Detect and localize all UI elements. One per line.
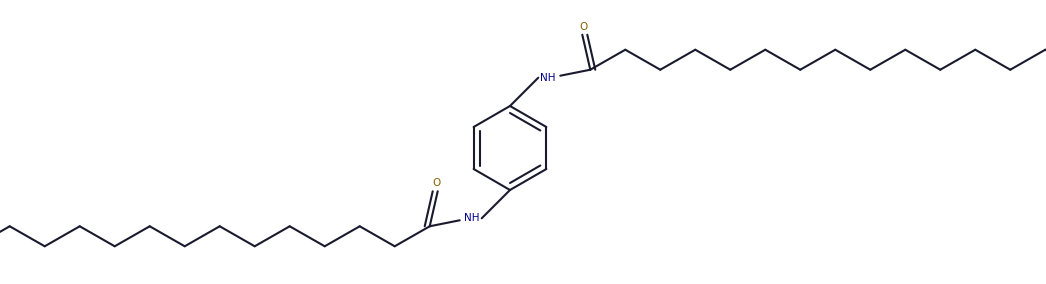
Text: NH: NH — [541, 73, 555, 83]
Text: NH: NH — [464, 213, 480, 223]
Text: O: O — [433, 178, 440, 188]
Text: O: O — [579, 22, 588, 32]
